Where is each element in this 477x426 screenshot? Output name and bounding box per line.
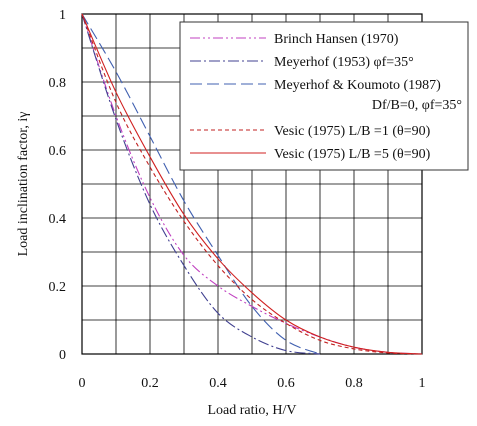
plot-frame — [81, 13, 423, 355]
legend-entry: Meyerhof (1953) φf=35° — [274, 55, 414, 70]
y-tick-label: 1 — [59, 8, 66, 23]
y-tick-label: 0.8 — [49, 76, 67, 91]
legend-entry: Meyerhof & Koumoto (1987) — [274, 78, 441, 93]
x-tick-label: 1 — [419, 376, 426, 391]
legend-entry: Vesic (1975) L/B =1 (θ=90) — [274, 124, 431, 139]
y-tick-label: 0 — [59, 348, 66, 363]
y-tick-label: 0.4 — [49, 212, 67, 227]
x-tick-label: 0.2 — [141, 376, 159, 391]
legend: Brinch Hansen (1970) Meyerhof (1953) φf=3… — [179, 21, 469, 171]
y-axis-label: Load inclination factor, iγ — [16, 112, 31, 257]
x-tick-label: 0 — [79, 376, 86, 391]
legend-entry: Vesic (1975) L/B =5 (θ=90) — [274, 147, 431, 162]
y-tick-label: 0.2 — [49, 280, 67, 295]
x-tick-label: 0.6 — [277, 376, 295, 391]
series-lines — [81, 13, 423, 355]
legend-entry: Brinch Hansen (1970) — [274, 32, 399, 47]
legend-box — [179, 21, 469, 171]
y-tick-label: 0.6 — [49, 144, 67, 159]
legend-entry-continuation: Df/B=0, φf=35° — [372, 98, 462, 113]
y-tick-labels: 0 0.2 0.4 0.6 0.8 1 — [49, 8, 67, 363]
x-tick-labels: 0 0.2 0.4 0.6 0.8 1 — [79, 376, 426, 391]
series-meyerhof-koumoto — [81, 13, 321, 355]
x-tick-label: 0.4 — [209, 376, 227, 391]
x-axis-label: Load ratio, H/V — [207, 403, 296, 418]
x-tick-label: 0.8 — [345, 376, 363, 391]
series-vesic-lb1 — [81, 13, 423, 355]
series-vesic-lb5 — [81, 13, 423, 355]
series-meyerhof-1953 — [81, 13, 321, 355]
